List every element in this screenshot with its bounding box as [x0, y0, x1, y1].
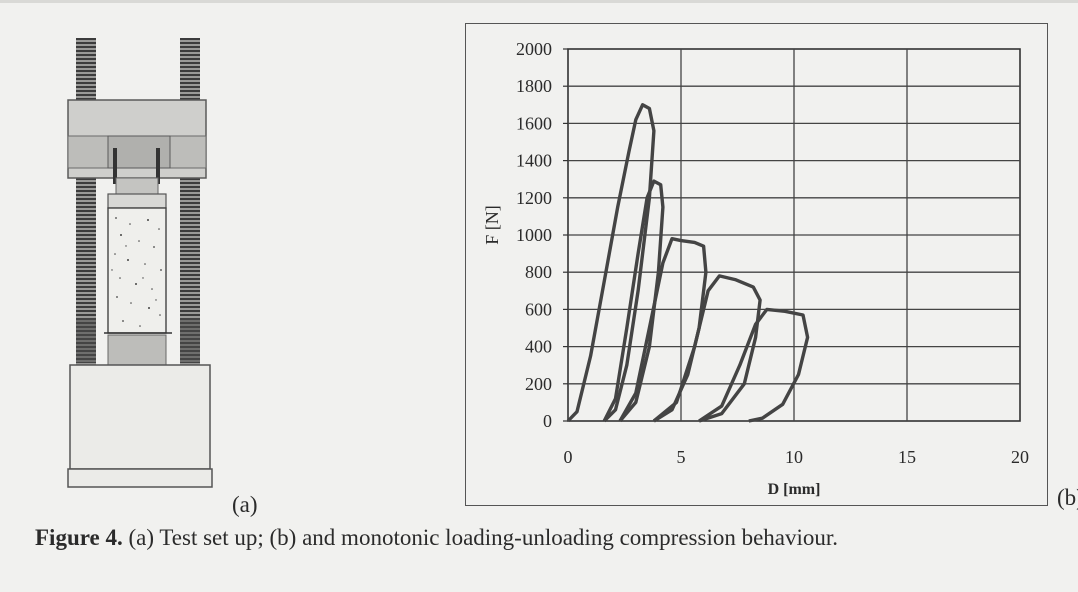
load-cell-pin-left	[113, 148, 117, 184]
test-setup-drawing	[67, 38, 213, 488]
load-cell-pin-right	[156, 148, 160, 184]
scan-top-edge	[0, 0, 1078, 3]
concrete-specimen	[107, 207, 167, 334]
rod-nut-right	[180, 318, 200, 365]
x-tick-label: 5	[677, 447, 686, 467]
caption-text: (a) Test set up; (b) and monotonic loadi…	[122, 525, 839, 550]
figure-caption: Figure 4. (a) Test set up; (b) and monot…	[35, 525, 838, 551]
load-unload-cycle	[652, 274, 762, 423]
specimen-aggregate-dots	[111, 217, 162, 327]
caption-figure-number: Figure 4.	[35, 525, 123, 550]
panel-b-label: (b)	[1057, 485, 1078, 510]
panel-a-label: (a)	[232, 492, 258, 517]
y-tick-label: 1400	[516, 151, 552, 171]
base-block	[69, 364, 211, 470]
load-unload-cycle	[566, 103, 656, 423]
upper-platen	[115, 177, 159, 195]
x-tick-label: 15	[898, 447, 916, 467]
y-tick-label: 0	[543, 411, 552, 431]
x-tick-label: 0	[564, 447, 573, 467]
load-displacement-chart: 0 200 400 600 800 1000 1200 1400 1600 1800 2000 0 5 1…	[482, 39, 1029, 498]
y-tick-label: 200	[525, 374, 552, 394]
rod-nut-left	[76, 318, 96, 365]
load-unload-cycle	[602, 179, 665, 423]
y-tick-label: 600	[525, 299, 552, 319]
load-unload-cycle	[618, 237, 708, 423]
x-axis-label: D [mm]	[768, 481, 821, 498]
y-tick-label: 1200	[516, 188, 552, 208]
y-tick-label: 800	[525, 262, 552, 282]
threaded-rod-left	[76, 38, 96, 363]
chart-frame	[465, 23, 1048, 506]
y-tick-label: 2000	[516, 39, 552, 59]
upper-bearing-plate	[107, 193, 167, 209]
load-cell	[107, 135, 171, 169]
x-tick-label: 10	[785, 447, 803, 467]
base-plate	[67, 468, 213, 488]
lower-platen	[107, 334, 167, 366]
y-tick-label: 400	[525, 337, 552, 357]
threaded-rod-right	[180, 38, 200, 363]
x-tick-label: 20	[1011, 447, 1029, 467]
load-unload-cycle	[698, 307, 810, 423]
y-axis-label: F [N]	[482, 205, 502, 245]
y-tick-label: 1800	[516, 76, 552, 96]
y-tick-label: 1600	[516, 113, 552, 133]
y-tick-label: 1000	[516, 225, 552, 245]
